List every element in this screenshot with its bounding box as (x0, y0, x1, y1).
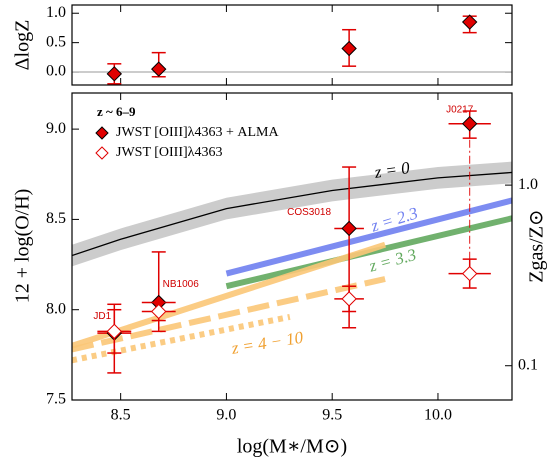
point-label: JD1 (93, 311, 111, 322)
y2-tick-label: 0.1 (518, 356, 538, 373)
data-point (151, 61, 167, 77)
legend-label: JWST [OIII]λ4363 + ALMA (116, 125, 279, 140)
y2-label: Zgas/Z⊙ (526, 209, 548, 282)
data-point (461, 115, 478, 132)
y-tick-label: 8.5 (46, 210, 66, 227)
x-tick-label: 8.5 (111, 407, 131, 424)
legend-marker (95, 126, 109, 140)
top-y-label: ΔlogZ (12, 20, 34, 71)
data-point (106, 66, 123, 82)
relation-line (225, 197, 512, 277)
axes-frame (71, 92, 513, 401)
point-label: J0217 (446, 104, 474, 115)
plot-area (72, 123, 512, 364)
data-point (341, 220, 357, 237)
relation-line (72, 313, 291, 364)
y-tick-label: 1.0 (46, 4, 66, 21)
data-point (341, 291, 357, 307)
y2-tick-label: 1.0 (518, 176, 538, 193)
y-tick-label: 7.5 (46, 391, 66, 408)
x-label: log(M∗/M⊙) (237, 436, 347, 458)
y-tick-label: 0.5 (46, 33, 66, 50)
legend-label: JWST [OIII]λ4363 (116, 145, 222, 160)
data-point (461, 14, 478, 30)
point-label: COS3018 (287, 207, 331, 218)
legend-marker (95, 146, 109, 160)
axes-frame (71, 4, 513, 86)
relation-label: z = 0 (372, 158, 411, 182)
x-tick-label: 9.0 (216, 407, 236, 424)
point-label: NB1006 (163, 279, 200, 290)
y-tick-label: 8.0 (46, 300, 66, 317)
relation-label: z = 4 − 10 (229, 328, 305, 358)
data-point (341, 40, 357, 57)
y-tick-label: 0.0 (46, 63, 66, 80)
scatter-band (72, 161, 512, 267)
legend-title: z ~ 6–9 (97, 104, 136, 119)
relation-line (72, 276, 386, 353)
x-tick-label: 9.5 (322, 407, 342, 424)
data-point (151, 303, 167, 320)
y-label: 12 + log(O/H) (12, 189, 34, 304)
relation-line (72, 241, 386, 349)
y-tick-label: 9.0 (46, 120, 66, 137)
data-point (106, 323, 123, 340)
data-point (461, 265, 478, 282)
x-tick-label: 10.0 (424, 407, 452, 424)
relation-line (72, 171, 512, 257)
